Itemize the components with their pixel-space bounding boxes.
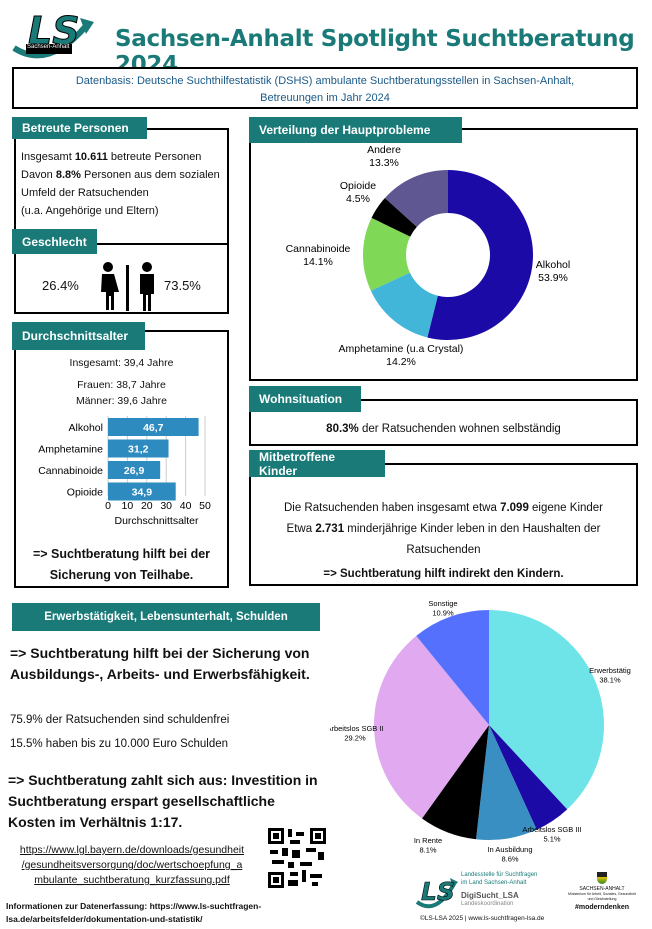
sachsen-anhalt-logo: SACHSEN-ANHALT Ministerium für Arbeit, S… <box>566 872 638 911</box>
slice-value: 4.5% <box>346 193 370 205</box>
bar-value-label: 46,7 <box>143 422 164 434</box>
svg-text:LS: LS <box>421 877 455 906</box>
slice-label: Alkohol <box>536 259 570 271</box>
slice-value: 13.3% <box>369 157 399 169</box>
ls-footer-logo: LS <box>415 877 458 909</box>
bar-value-label: 26,9 <box>124 465 145 477</box>
slice-label: Amphetamine (u.a Crystal) <box>339 343 464 355</box>
slice-label: Cannabinoide <box>286 243 351 255</box>
x-tick-label: 0 <box>105 500 111 512</box>
pie-slice-0 <box>427 170 533 340</box>
kinder-header: Mitbetroffene Kinder <box>249 450 385 478</box>
slice-value: 10.9% <box>432 608 454 617</box>
gender-icon <box>101 262 154 311</box>
geschlecht-header: Geschlecht <box>12 229 97 254</box>
slice-value: 8.6% <box>501 854 518 863</box>
x-axis-title: Durchschnittsalter <box>114 515 199 527</box>
bar-amphetamine <box>108 439 169 458</box>
slice-label: In Ausbildung <box>487 845 532 854</box>
slice-label: Erwerbstätig <box>589 666 631 675</box>
slice-label: Arbeitslos SGB III <box>522 825 581 834</box>
x-tick-label: 50 <box>199 500 211 512</box>
pie-slice-4 <box>374 635 489 819</box>
slice-label: Andere <box>367 144 401 156</box>
slice-value: 29.2% <box>344 733 366 742</box>
female-share: 26.4% <box>42 278 79 293</box>
y-tick-label: Alkohol <box>69 422 103 434</box>
pie-slice-0 <box>489 610 604 810</box>
bar-opioide <box>108 482 176 501</box>
verteilung-box: Alkohol 53.9% Amphetamine (u.a Crystal) 14.… <box>249 128 638 381</box>
slice-value: 14.2% <box>386 356 416 368</box>
bar-value-label: 31,2 <box>128 444 149 456</box>
x-tick-label: 20 <box>141 500 153 512</box>
alter-box: Insgesamt: 39,4 Jahre Frauen: 38,7 Jahre… <box>14 330 229 588</box>
wohn-header: Wohnsituation <box>249 386 361 412</box>
pie-slice-4 <box>384 170 448 227</box>
pie-slice-2 <box>363 217 411 291</box>
pie-slice-5 <box>416 610 489 725</box>
x-tick-label: 40 <box>180 500 192 512</box>
pie-slice-3 <box>421 725 489 840</box>
bar-value-label: 34,9 <box>132 487 153 499</box>
y-tick-label: Opioide <box>67 487 103 499</box>
verteilung-header: Verteilung der Hauptprobleme <box>249 117 462 143</box>
pie-slice-1 <box>489 725 568 830</box>
x-tick-label: 30 <box>160 500 172 512</box>
study-link[interactable]: https://www.lgl.bayern.de/downloads/gesu… <box>19 844 245 886</box>
geschlecht-box: 26.4% 73.5% <box>14 243 229 314</box>
slice-label: Opioide <box>340 180 376 192</box>
x-tick-label: 10 <box>122 500 134 512</box>
data-source-box: Datenbasis: Deutsche Suchthilfestatistik… <box>12 67 638 109</box>
bar-cannabinoide <box>108 461 161 479</box>
age-bar-chart: 0 10 20 30 40 50 Alkohol 46,7 Amphetamine 31,2 Can… <box>38 416 211 527</box>
bar-alkohol <box>108 418 199 436</box>
slice-value: 14.1% <box>303 256 333 268</box>
slice-value: 38.1% <box>599 675 621 684</box>
pie-slice-3 <box>371 197 417 237</box>
pie-slice-1 <box>370 272 438 338</box>
coat-of-arms-icon <box>597 872 607 884</box>
slice-label: Arbeitslos SGB II <box>330 724 384 733</box>
erwerb-header: Erwerbstätigkeit, Lebensunterhalt, Schul… <box>12 603 320 631</box>
y-tick-label: Amphetamine <box>38 444 103 456</box>
ls-logo: LS Sachsen-Anhalt <box>8 4 98 62</box>
slice-value: 5.1% <box>543 834 560 843</box>
qr-code[interactable] <box>266 826 328 890</box>
slice-value: 8.1% <box>419 845 436 854</box>
kinder-box: Die Ratsuchenden haben insgesamt etwa 7.… <box>249 463 638 586</box>
pie-slice-2 <box>476 725 537 840</box>
male-share: 73.5% <box>164 278 201 293</box>
slice-label: Sonstige <box>428 599 457 608</box>
alter-header: Durchschnittsalter <box>12 322 145 350</box>
slice-label: In Rente <box>414 836 442 845</box>
y-tick-label: Cannabinoide <box>38 465 103 477</box>
slice-value: 53.9% <box>538 272 568 284</box>
betreute-header: Betreute Personen <box>12 117 147 139</box>
